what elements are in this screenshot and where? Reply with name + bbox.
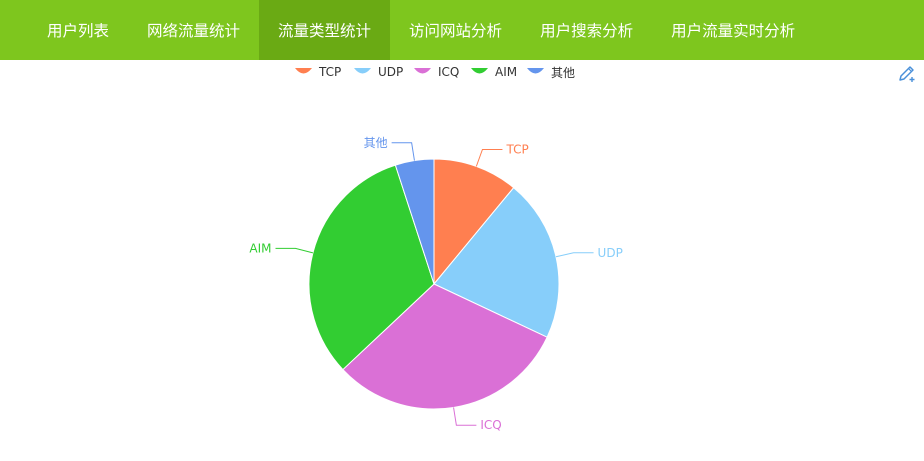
nav-item-network-traffic[interactable]: 网络流量统计 xyxy=(147,22,241,40)
legend-label: TCP xyxy=(319,65,342,79)
pie-slice-0[interactable] xyxy=(433,158,515,286)
label-line-1 xyxy=(555,252,594,258)
nav-item-traffic-type[interactable]: 流量类型统计 xyxy=(259,0,391,60)
nav-item-site-analysis[interactable]: 访问网站分析 xyxy=(409,22,503,40)
label-line-4 xyxy=(391,142,415,161)
legend-swatch-udp xyxy=(354,68,371,74)
legend-item-other[interactable]: 其他 xyxy=(526,64,575,80)
chart-area: TCP UDP ICQ AIM 其他 TCP UDP ICQ AIM 其他 xyxy=(0,60,924,461)
legend-swatch-aim xyxy=(471,68,488,74)
pie-slice-4[interactable] xyxy=(394,158,435,285)
legend-swatch-icq xyxy=(414,68,431,74)
chart-legend: TCP UDP ICQ AIM 其他 xyxy=(0,64,924,80)
legend-item-icq[interactable]: ICQ xyxy=(413,64,459,80)
nav-item-user-list[interactable]: 用户列表 xyxy=(47,22,110,40)
label-line-3 xyxy=(275,247,314,254)
pie-slice-2[interactable] xyxy=(342,283,548,410)
legend-label: UDP xyxy=(378,65,404,79)
slice-label-3: AIM xyxy=(249,241,271,255)
legend-item-tcp[interactable]: TCP xyxy=(294,64,341,80)
legend-label: AIM xyxy=(495,65,518,79)
pie-chart: TCP UDP ICQ AIM 其他 xyxy=(249,136,623,432)
legend-item-aim[interactable]: AIM xyxy=(470,64,517,80)
slice-label-1: UDP xyxy=(598,246,623,260)
label-line-2 xyxy=(453,407,477,426)
slice-label-0: TCP xyxy=(505,142,528,156)
legend-swatch-other xyxy=(527,68,544,74)
legend-swatch-tcp xyxy=(295,68,312,74)
pencil-edit-icon[interactable] xyxy=(897,63,917,83)
nav-item-realtime-analysis[interactable]: 用户流量实时分析 xyxy=(671,22,796,40)
legend-label: ICQ xyxy=(438,65,460,79)
top-navbar: 用户列表 网络流量统计 流量类型统计 访问网站分析 用户搜索分析 用户流量实时分… xyxy=(0,0,924,60)
pie-slice-1[interactable] xyxy=(433,186,560,338)
nav-item-search-analysis[interactable]: 用户搜索分析 xyxy=(540,22,634,40)
slice-label-4: 其他 xyxy=(364,136,388,150)
slice-label-2: ICQ xyxy=(480,418,501,432)
pie-slice-3[interactable] xyxy=(308,164,435,371)
legend-label: 其他 xyxy=(551,65,576,80)
label-line-0 xyxy=(475,148,503,167)
legend-item-udp[interactable]: UDP xyxy=(353,64,403,80)
